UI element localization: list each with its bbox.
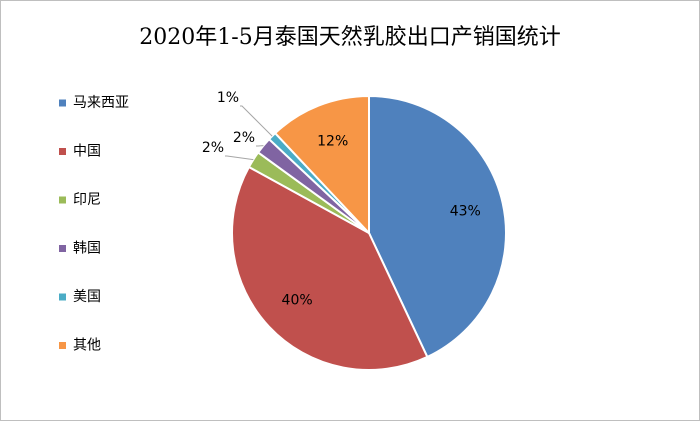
pie-slice [273,94,370,236]
pie-slice [231,165,429,371]
legend-label: 韩国 [73,241,101,257]
data-label: 2% [202,140,224,156]
legend-label: 美国 [73,289,101,305]
legend-marker [59,148,66,155]
legend-marker [59,99,66,107]
data-label: 43% [450,203,481,219]
legend-marker [59,245,66,252]
leader-line [225,155,254,161]
data-label: 40% [282,293,313,309]
chart-title: 2020年1-5月泰国天然乳胶出口产销国统计 [139,25,560,50]
leader-line [240,105,273,137]
legend-label: 马来西亚 [73,95,129,111]
data-label: 12% [317,133,348,149]
legend-marker [59,196,66,204]
legend-marker [59,293,66,301]
legend-label: 其他 [73,338,101,354]
pie-slice [368,94,507,359]
data-label: 1% [217,90,239,106]
data-label: 2% [233,130,255,146]
legend-label: 中国 [73,144,101,160]
legend-label: 印尼 [73,192,101,208]
legend-marker [59,342,66,349]
